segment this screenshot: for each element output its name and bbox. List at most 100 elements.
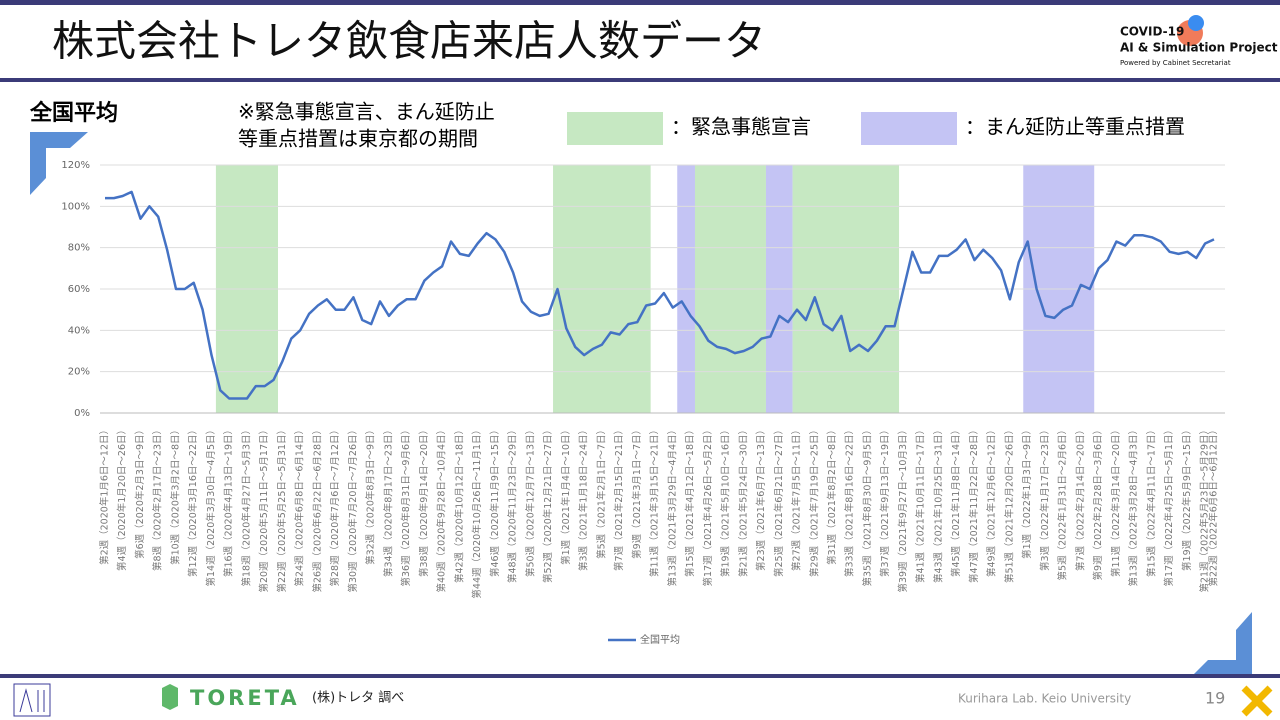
x-tick-label: 第6週（2020年2月3日～9日）: [134, 425, 146, 559]
x-tick-label: 第48週（2020年11月23日～29日）: [507, 425, 519, 583]
x-tick-label: 第9週（2021年3月1日～7日）: [631, 425, 643, 559]
x-tick-label: 第14週（2020年3月30日～4月5日）: [205, 425, 217, 587]
x-tick-label: 第35週（2021年8月30日～9月5日）: [861, 425, 873, 587]
x-tick-label: 第15週（2022年4月11日～17日）: [1145, 425, 1157, 577]
footer-rule: [0, 674, 1280, 678]
y-tick-label: 100%: [61, 201, 90, 212]
legend-label: 全国平均: [640, 633, 680, 646]
x-tick-label: 第36週（2020年8月31日～9月6日）: [400, 425, 412, 587]
x-tick-label: 第47週（2021年11月22日～28日）: [968, 425, 980, 583]
note: ※緊急事態宣言、まん延防止: [238, 100, 495, 124]
x-tick-label: 第49週（2021年12月6日～12日）: [986, 425, 998, 577]
x-tick-label: 第8週（2020年2月17日～23日）: [152, 425, 164, 571]
legend-label: ：まん延防止等重点措置: [965, 115, 1185, 139]
x-tick-label: 第5週（2021年2月1日～7日）: [595, 425, 607, 559]
title-rule: [0, 78, 1280, 82]
legend-swatch: [861, 112, 957, 145]
y-tick-label: 40%: [68, 325, 90, 336]
legend-label: ：緊急事態宣言: [671, 115, 811, 139]
x-tick-label: 第10週（2020年3月2日～8日）: [169, 425, 181, 565]
x-tick-label: 第18週（2020年4月27日～5月3日）: [240, 425, 252, 587]
x-tick-label: 第21週（2022年5月23日～5月29日）: [1199, 425, 1211, 593]
x-tick-label: 第50週（2020年12月7日～13日）: [524, 425, 536, 577]
x-tick-label: 第39週（2021年9月27日～10月3日）: [897, 425, 909, 593]
lab-name: Kurihara Lab. Keio University: [958, 692, 1131, 706]
x-tick-label: 第32週（2020年8月3日～9日）: [365, 425, 377, 565]
x-tick-label: 第31週（2021年8月2日～8日）: [826, 425, 838, 565]
logo-text: AI & Simulation Project: [1120, 41, 1278, 55]
x-tick-label: 第46週（2020年11月9日～15日）: [489, 425, 501, 577]
source: (株)トレタ 調べ: [312, 691, 404, 706]
x-tick-label: 第3週（2021年1月18日～24日）: [578, 425, 590, 571]
y-tick-label: 20%: [68, 367, 90, 378]
top-bar: [0, 0, 1280, 5]
lab-logo: [19, 688, 45, 713]
x-tick-label: 第4週（2020年1月20日～26日）: [116, 425, 128, 571]
corner-deco: [1192, 612, 1252, 676]
x-tick-label: 第11週（2021年3月15日～21日）: [649, 425, 661, 577]
x-tick-label: 第11週（2022年3月14日～20日）: [1110, 425, 1122, 577]
y-tick-label: 0%: [74, 408, 90, 419]
x-tick-label: 第25週（2021年6月21日～27日）: [773, 425, 785, 577]
x-tick-label: 第22週（2022年6月6日～6月12日）: [1208, 425, 1220, 587]
x-tick-label: 第44週（2020年10月26日～11月1日）: [471, 425, 483, 599]
x-tick-label: 第34週（2020年8月17日～23日）: [382, 425, 394, 577]
x-tick-label: 第52週（2020年12月21日～27日）: [542, 425, 554, 583]
y-tick-label: 120%: [61, 160, 90, 171]
x-tick-label: 第29週（2021年7月19日～25日）: [808, 425, 820, 577]
corner-deco: [30, 132, 88, 195]
series-line: [105, 190, 1215, 400]
x-tick-label: 第26週（2020年6月22日～6月28日）: [311, 425, 323, 593]
logo-text: Powered by Cabinet Secretariat: [1120, 59, 1231, 67]
x-tick-label: 第23週（2021年6月7日～13日）: [755, 425, 767, 571]
x-tick-label: 第13週（2021年3月29日～4月4日）: [666, 425, 678, 587]
logo-dot: [1188, 15, 1204, 31]
brand-icon: [162, 684, 178, 710]
x-tick-label: 第41週（2021年10月11日～17日）: [915, 425, 927, 583]
x-tick-label: 第12週（2020年3月16日～22日）: [187, 425, 199, 577]
note: 等重点措置は東京都の期間: [238, 127, 478, 151]
slide-title: 株式会社トレタ飲食店来店人数データ: [52, 17, 766, 66]
x-tick-label: 第51週（2021年12月20日～26日）: [1003, 425, 1015, 583]
x-tick-label: 第19週（2022年5月9日～15日）: [1181, 425, 1193, 571]
x-tick-label: 第19週（2021年5月10日～16日）: [720, 425, 732, 577]
x-tick-label: 第16週（2020年4月13日～19日）: [223, 425, 235, 577]
x-tick-label: 第5週（2022年1月31日～2月6日）: [1057, 425, 1069, 580]
x-tick-label: 第40週（2020年9月28日～10月4日）: [436, 425, 448, 593]
x-tick-label: 第33週（2021年8月16日～22日）: [844, 425, 856, 577]
x-tick-label: 第17週（2022年4月25日～5月1日）: [1163, 425, 1175, 587]
x-tick-label: 第21週（2021年5月24日～30日）: [737, 425, 749, 577]
x-tick-label: 第13週（2022年3月28日～4月3日）: [1128, 425, 1140, 587]
x-tick-label: 第28週（2020年7月6日～7月12日）: [329, 425, 341, 587]
x-tick-label: 第42週（2020年10月12日～18日）: [453, 425, 465, 583]
page-number: 19: [1205, 689, 1225, 708]
x-tick-label: 第27週（2021年7月5日～11日）: [791, 425, 803, 571]
x-tick-label: 第1週（2021年1月4日～10日）: [560, 425, 572, 565]
x-tick-label: 第15週（2021年4月12日～18日）: [684, 425, 696, 577]
x-tick-label: 第38週（2020年9月14日～20日）: [418, 425, 430, 577]
x-tick-label: 第7週（2022年2月14日～20日）: [1074, 425, 1086, 571]
x-tick-label: 第1週（2022年1月3日～9日）: [1021, 425, 1033, 559]
x-tick-label: 第3週（2022年1月17日～23日）: [1039, 425, 1051, 571]
x-tick-label: 第37週（2021年9月13日～19日）: [879, 425, 891, 577]
x-tick-label: 第17週（2021年4月26日～5月2日）: [702, 425, 714, 587]
lab-logo: [13, 683, 51, 717]
x-tick-label: 第43週（2021年10月25日～31日）: [932, 425, 944, 583]
corner-logo: [1241, 685, 1273, 717]
y-tick-label: 60%: [68, 284, 90, 295]
x-tick-label: 第20週（2020年5月11日～5月17日）: [258, 425, 270, 593]
logo-text: COVID-19: [1120, 25, 1184, 39]
x-tick-label: 第2週（2020年1月6日～12日）: [99, 425, 111, 565]
x-tick-label: 第45週（2021年11月8日～14日）: [950, 425, 962, 577]
x-tick-label: 第7週（2021年2月15日～21日）: [613, 425, 625, 571]
x-tick-label: 第30週（2020年7月20日～7月26日）: [347, 425, 359, 593]
x-tick-label: 第24週（2020年6月8日～6月14日）: [294, 425, 306, 587]
x-tick-label: 第9週（2022年2月28日～3月6日）: [1092, 425, 1104, 580]
y-tick-label: 80%: [68, 243, 90, 254]
section-label: 全国平均: [29, 100, 118, 126]
legend-swatch: [567, 112, 663, 145]
brand: TORETA: [190, 686, 300, 710]
x-tick-label: 第22週（2020年5月25日～5月31日）: [276, 425, 288, 593]
